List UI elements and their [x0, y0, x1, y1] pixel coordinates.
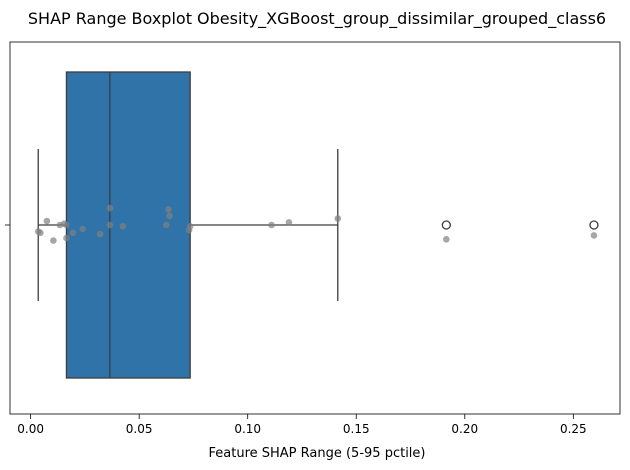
x-axis-label: Feature SHAP Range (5-95 pctile) — [209, 446, 426, 461]
outlier-marker — [441, 220, 451, 230]
data-point — [50, 237, 57, 244]
outlier-marker — [589, 220, 599, 230]
data-point — [590, 232, 598, 239]
data-point — [186, 223, 194, 230]
data-point — [166, 212, 173, 220]
data-point — [69, 229, 77, 237]
plot-frame — [9, 41, 621, 415]
x-tick-label: 0.15 — [343, 422, 370, 436]
data-point — [63, 234, 70, 242]
data-point — [43, 217, 51, 225]
data-point — [37, 229, 44, 237]
chart-title: SHAP Range Boxplot Obesity_XGBoost_group… — [28, 9, 606, 29]
data-point — [165, 206, 172, 213]
data-point — [162, 221, 170, 229]
data-point — [79, 225, 87, 233]
data-point — [106, 204, 114, 212]
data-point — [268, 221, 275, 229]
x-tick-label: 0.05 — [126, 422, 153, 436]
data-point — [443, 236, 450, 243]
data-point — [96, 230, 104, 238]
data-point — [334, 215, 342, 222]
data-point — [285, 219, 293, 226]
x-tick-label: 0.20 — [451, 422, 478, 436]
interquartile-box — [65, 71, 191, 379]
data-point — [106, 221, 114, 229]
x-axis-ticks: 0.00 0.05 0.10 0.15 0.20 0.25 — [17, 414, 587, 436]
x-tick-label: 0.10 — [234, 422, 261, 436]
x-tick-label: 0.25 — [560, 422, 587, 436]
strip-points — [34, 204, 598, 244]
data-point — [119, 223, 127, 230]
x-tick-label: 0.00 — [17, 422, 44, 436]
data-point — [63, 221, 70, 229]
